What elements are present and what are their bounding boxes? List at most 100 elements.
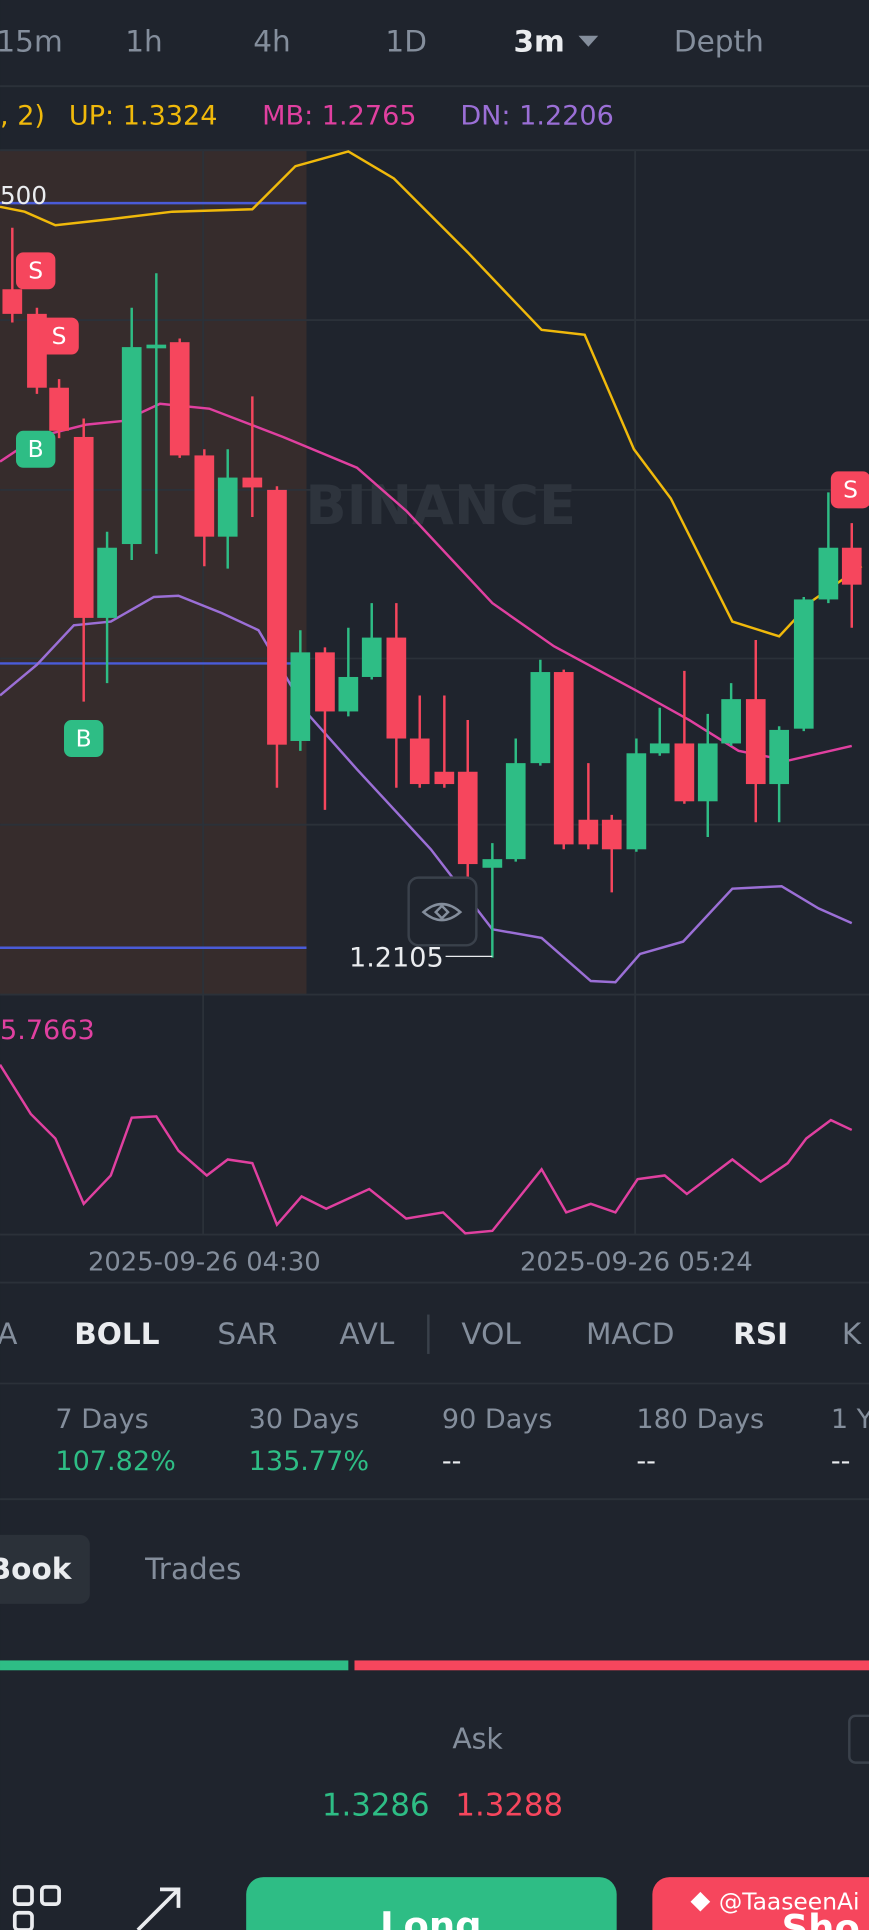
candle-body xyxy=(386,637,407,739)
sell-ratio-bar xyxy=(354,1660,869,1671)
period: 180 Days xyxy=(636,1404,764,1435)
candle-body xyxy=(434,771,455,785)
period: 90 Days xyxy=(442,1404,553,1435)
marker: B xyxy=(76,724,92,752)
credit: @TaaseenAi xyxy=(719,1887,860,1915)
candle-body xyxy=(49,387,69,431)
indicator-tab-active[interactable]: RSI xyxy=(733,1317,788,1351)
candle-body xyxy=(2,289,23,314)
candle-body xyxy=(194,455,215,537)
credit-icon xyxy=(690,1891,711,1912)
boll-up: UP: 1.3324 xyxy=(69,100,218,131)
short-button[interactable] xyxy=(652,1877,869,1930)
candle-body xyxy=(73,436,94,618)
time-label: 2025-09-26 05:24 xyxy=(520,1247,753,1277)
candle-body xyxy=(267,489,287,745)
indicator-tab[interactable]: A xyxy=(0,1317,17,1351)
candle-body xyxy=(841,547,862,585)
period: 7 Days xyxy=(55,1404,148,1435)
candle-body xyxy=(361,637,382,677)
dropdown-arrow xyxy=(578,35,599,47)
grid xyxy=(0,149,869,1236)
tab-active[interactable]: 3m xyxy=(513,25,564,59)
candle-body xyxy=(769,729,789,785)
candle-body xyxy=(169,342,190,456)
long-label: Long xyxy=(380,1904,482,1930)
low-label: 1.2105 xyxy=(349,942,444,973)
boll-upper xyxy=(0,150,863,638)
candle-body xyxy=(745,699,766,785)
long-button[interactable] xyxy=(246,1877,617,1930)
rsi-label: 5.7663 xyxy=(0,1015,95,1046)
boll-lower xyxy=(0,594,853,984)
tab[interactable]: 4h xyxy=(253,25,291,59)
time-label: 2025-09-26 04:30 xyxy=(88,1247,321,1277)
candle-body xyxy=(818,547,839,600)
candle-body xyxy=(697,743,718,802)
indicator-tab-active[interactable]: BOLL xyxy=(74,1317,159,1351)
candle-body xyxy=(505,763,526,860)
boll-mb: MB: 1.2765 xyxy=(262,100,416,131)
candle-body xyxy=(482,859,503,868)
bid-price: 1.3286 xyxy=(322,1787,430,1823)
boll-params: , 2) xyxy=(0,100,45,131)
candle-body xyxy=(626,753,647,850)
return-value: 107.82% xyxy=(55,1446,175,1477)
indicator-tab[interactable]: K xyxy=(842,1317,862,1351)
candle-body xyxy=(601,819,622,850)
candle-body xyxy=(338,676,359,712)
candle-body xyxy=(315,652,335,712)
candle-body xyxy=(409,738,430,785)
boll-dn: DN: 1.2206 xyxy=(460,100,613,131)
indicator-tab[interactable]: AVL xyxy=(339,1317,395,1351)
candle-body xyxy=(721,699,741,744)
ask-label: Ask xyxy=(452,1722,503,1755)
short-label: Sho xyxy=(782,1906,860,1930)
candle-body xyxy=(146,344,167,349)
returns: 7 Days 107.82% 30 Days 135.77% 90 Days -… xyxy=(55,1404,869,1477)
eye-icon xyxy=(421,902,463,922)
candle-body xyxy=(97,547,117,618)
book-tab[interactable]: Trades xyxy=(144,1552,241,1586)
markers: S S B B S xyxy=(16,252,869,757)
candles xyxy=(2,227,862,958)
candle-body xyxy=(217,477,238,537)
candle-body xyxy=(290,652,311,741)
return-value: 135.77% xyxy=(249,1446,369,1477)
candle-body xyxy=(530,672,551,764)
buy-ratio-bar xyxy=(0,1660,349,1671)
tab[interactable]: 15m xyxy=(0,25,63,59)
watermark: BINANCE xyxy=(305,474,576,537)
eye-button[interactable] xyxy=(407,876,478,947)
marker: S xyxy=(843,476,858,504)
candle-body xyxy=(121,347,142,545)
ask-price: 1.3288 xyxy=(455,1787,563,1823)
tab-pill xyxy=(0,1534,90,1604)
tab[interactable]: 1D xyxy=(385,25,427,59)
candle-body xyxy=(578,819,599,845)
depth-button[interactable] xyxy=(848,1714,869,1764)
candle-body xyxy=(457,771,478,865)
return-value: -- xyxy=(831,1446,851,1477)
indicator-tab[interactable]: SAR xyxy=(217,1317,277,1351)
period: 1 Y xyxy=(831,1404,869,1435)
level-label: 500 xyxy=(0,181,47,210)
boll-middle xyxy=(0,402,853,762)
candle-body xyxy=(242,477,263,488)
period: 30 Days xyxy=(249,1404,360,1435)
highlight-zone xyxy=(0,150,307,995)
candle-body xyxy=(674,743,695,802)
book-tab[interactable]: Book xyxy=(0,1552,73,1586)
tab[interactable]: Depth xyxy=(674,25,764,59)
tab[interactable]: 1h xyxy=(125,25,163,59)
marker: S xyxy=(28,257,43,285)
indicator-tab[interactable]: MACD xyxy=(586,1317,675,1351)
return-value: -- xyxy=(442,1446,462,1477)
rsi-line xyxy=(0,1064,853,1235)
indicator-tab[interactable]: VOL xyxy=(461,1317,521,1351)
candle-body xyxy=(553,672,574,845)
candle-body xyxy=(649,743,670,754)
marker: S xyxy=(52,322,67,350)
